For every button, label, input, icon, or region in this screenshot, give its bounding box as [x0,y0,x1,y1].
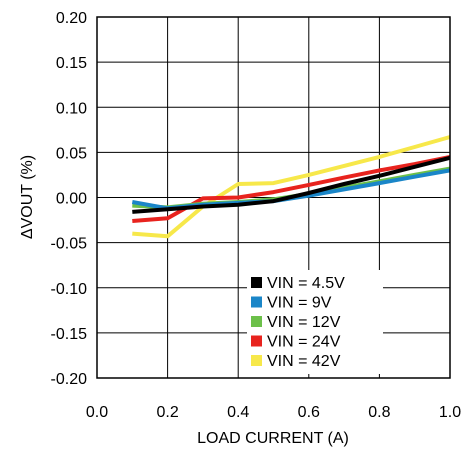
y-tick-labels: 0.20 0.15 0.10 0.05 0.00 -0.05 -0.10 -0.15 -0.20 [51,10,88,388]
x-tick-label: 0.8 [368,404,390,421]
x-tick-label: 0.2 [156,404,178,421]
series-line-1 [132,155,451,214]
y-tick-label: -0.05 [51,236,88,253]
x-axis-title: LOAD CURRENT (A) [197,430,349,447]
y-tick-label: 0.15 [56,55,87,72]
y-tick-label: -0.15 [51,326,88,343]
x-tick-label: 0.0 [86,404,108,421]
legend-swatch [251,355,262,366]
y-tick-label: 0.20 [56,10,87,27]
series-lines [131,135,451,239]
y-tick-label: -0.20 [51,371,88,388]
x-tick-label: 0.4 [227,404,249,421]
y-tick-label: 0.05 [56,145,87,162]
legend-swatch [251,277,262,288]
y-tick-label: -0.10 [51,281,88,298]
legend-swatch [251,316,262,327]
legend-swatch [251,335,262,347]
legend-label: VIN = 24V [267,334,341,351]
y-tick-label: 0.10 [56,100,87,117]
legend-swatch [251,296,262,308]
y-tick-label: 0.00 [56,191,87,208]
x-tick-label: 1.0 [439,404,461,421]
legend-box [247,270,383,374]
y-axis-title: ΔVOUT (%) [19,155,36,239]
legend: VIN = 4.5V VIN = 9V VIN = 12V VIN = 24V VIN … [247,270,383,374]
series-line-4 [132,154,451,223]
x-tick-labels: 0.0 0.2 0.4 0.6 0.8 1.0 [86,404,461,421]
series-line-5 [132,135,451,239]
legend-label: VIN = 9V [267,295,332,312]
plot-frame [96,16,451,379]
legend-label: VIN = 42V [267,353,341,370]
legend-label: VIN = 12V [267,314,341,331]
x-tick-label: 0.6 [298,404,320,421]
legend-label: VIN = 4.5V [267,275,345,292]
